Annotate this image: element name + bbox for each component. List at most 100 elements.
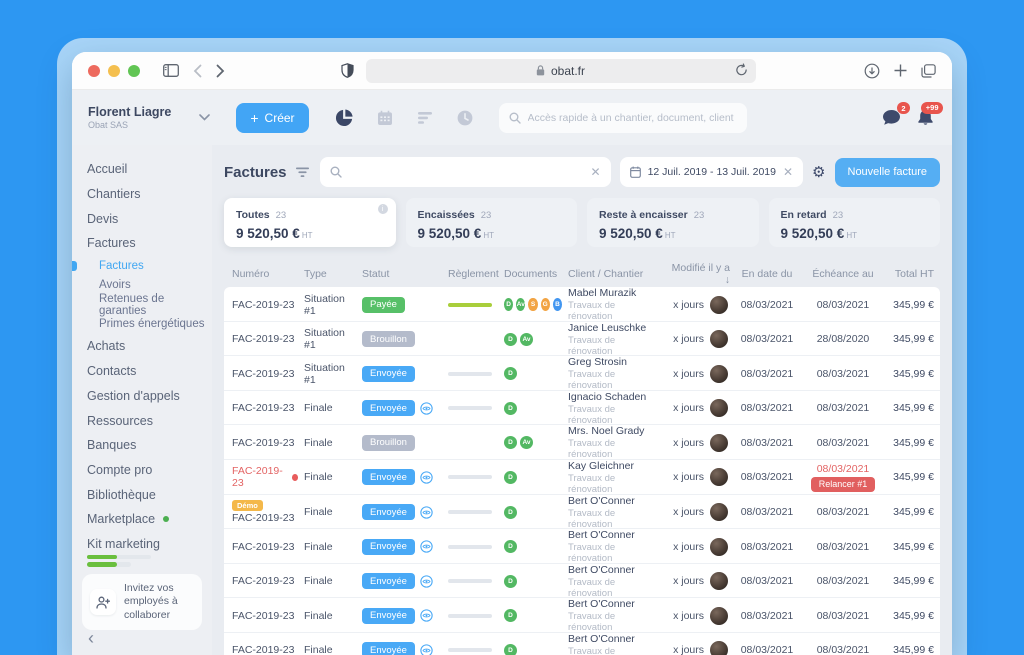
column-header-type[interactable]: Type (298, 268, 356, 280)
date-range-filter[interactable]: 12 Juil. 2019 - 13 Juil. 2019 ✕ (619, 157, 804, 187)
sidebar-item-achats[interactable]: Achats (72, 334, 212, 359)
sidebar-item-banques[interactable]: Banques (72, 433, 212, 458)
notifications-bell-icon[interactable]: +99 (917, 101, 943, 127)
new-invoice-button[interactable]: Nouvelle facture (834, 157, 940, 187)
document-icon-d[interactable]: D (504, 505, 517, 519)
modified-cell: x jours (658, 641, 730, 655)
activity-list-icon[interactable] (417, 111, 433, 125)
column-header-r-glement[interactable]: Règlement (442, 268, 499, 280)
refresh-icon[interactable] (735, 62, 748, 77)
status-badge: Envoyée (362, 504, 415, 521)
sidebar-item-devis[interactable]: Devis (72, 206, 212, 231)
table-row[interactable]: FAC-2019-23 Situation #1 Brouillon D Av Janic… (224, 321, 940, 357)
filter-icon[interactable] (295, 167, 309, 178)
summary-card-encaiss-es[interactable]: Encaissées 23 9 520,50 € HT (405, 198, 577, 247)
document-icon-d[interactable]: D (504, 540, 517, 554)
document-icon-d[interactable]: D (504, 367, 517, 381)
column-header-documents[interactable]: Documents (498, 268, 562, 280)
invoice-search-input[interactable] (348, 166, 584, 178)
document-icon-av[interactable]: Av (516, 298, 526, 311)
close-window-button[interactable] (88, 64, 100, 77)
column-header-modifi-il-y-a[interactable]: Modifié il y a ↓ (658, 262, 730, 286)
document-icon-d[interactable]: D (504, 643, 517, 655)
calendar-icon[interactable] (377, 110, 393, 126)
table-row[interactable]: FAC-2019-23 Finale Envoyée D Bert O'Conner Tr… (224, 563, 940, 599)
sidebar-item-marketplace[interactable]: Marketplace (72, 507, 212, 532)
document-icon-s[interactable]: S (528, 298, 538, 311)
clock-icon[interactable] (457, 110, 473, 126)
document-icon-d[interactable]: D (504, 436, 517, 450)
document-icon-d[interactable]: D (504, 298, 514, 311)
document-icon-d[interactable]: D (504, 470, 517, 484)
collapse-sidebar-icon[interactable]: ‹ (88, 628, 94, 648)
chevron-down-icon[interactable] (199, 114, 211, 121)
sidebar-item-primes-nerg-tiques[interactable]: Primes énergétiques (72, 315, 212, 335)
document-icon-d[interactable]: D (504, 401, 517, 415)
new-tab-icon[interactable] (894, 64, 907, 77)
account-switcher[interactable]: Florent Liagre Obat SAS (88, 105, 171, 130)
sidebar-item-retenues-de-garanties[interactable]: Retenues de garanties (72, 293, 212, 317)
sidebar-item-chantiers[interactable]: Chantiers (72, 182, 212, 207)
table-row[interactable]: FAC-2019-23 Finale Envoyée D Bert O'Conner Tr… (224, 598, 940, 633)
column-header-statut[interactable]: Statut (356, 268, 442, 280)
pie-chart-icon[interactable] (335, 108, 353, 127)
avatar (710, 503, 728, 522)
table-row[interactable]: FAC-2019-23 Situation #1 Envoyée D Greg Stro… (224, 356, 940, 391)
document-icon-b[interactable]: B (552, 298, 563, 311)
document-icon-d[interactable]: D (504, 332, 517, 346)
sidebar-item-gestion-d-appels[interactable]: Gestion d'appels (72, 384, 212, 409)
sidebar-item-avoirs[interactable]: Avoirs (72, 275, 212, 295)
payment-progress-bar (448, 544, 492, 549)
table-row[interactable]: FAC-2019-23 Situation #1 Payée D Av S G B Mabel … (224, 287, 940, 322)
clear-date-icon[interactable]: ✕ (782, 165, 794, 179)
document-icon-d[interactable]: D (504, 574, 517, 588)
global-search[interactable] (498, 102, 747, 133)
sidebar-item-biblioth-que[interactable]: Bibliothèque (72, 482, 212, 507)
column-header-client-chantier[interactable]: Client / Chantier (562, 268, 658, 280)
summary-card-en-retard[interactable]: En retard 23 9 520,50 € HT (768, 198, 940, 247)
documents-cell: D (498, 367, 562, 381)
info-icon[interactable]: i (377, 204, 388, 214)
column-header--ch-ance-au[interactable]: Échéance au (798, 268, 882, 280)
document-icon-av[interactable]: Av (520, 436, 533, 450)
sidebar-item-factures[interactable]: Factures (72, 256, 212, 276)
shield-icon[interactable] (340, 63, 354, 78)
table-row[interactable]: Démo FAC-2019-23 Finale Envoyée D Bert O'Conn… (224, 494, 940, 530)
sidebar-item-kit-marketing[interactable]: Kit marketing (72, 532, 212, 567)
create-button[interactable]: + Créer (236, 102, 309, 133)
column-header-en-date-du[interactable]: En date du (730, 268, 798, 280)
back-button[interactable] (193, 64, 202, 78)
summary-card-toutes[interactable]: Toutes 23 9 520,50 € HT i (224, 198, 396, 247)
relance-button[interactable]: Relancer #1 (810, 476, 876, 492)
url-bar[interactable]: obat.fr (365, 58, 756, 83)
sidebar-item-compte-pro[interactable]: Compte pro (72, 458, 212, 483)
column-header-total-ht[interactable]: Total HT (882, 268, 938, 280)
forward-button[interactable] (216, 64, 225, 78)
invite-employees-card[interactable]: Invitez vos employés à collaborer (82, 574, 202, 630)
document-icon-av[interactable]: Av (520, 332, 533, 346)
sidebar-item-contacts[interactable]: Contacts (72, 359, 212, 384)
messages-icon[interactable]: 2 (882, 102, 910, 126)
invoice-search[interactable]: ✕ (319, 157, 611, 187)
document-icon-g[interactable]: G (540, 298, 550, 311)
sidebar-item-factures[interactable]: Factures (72, 231, 212, 256)
sort-descending-icon[interactable]: ↓ (724, 273, 730, 286)
download-icon[interactable] (864, 63, 880, 79)
table-row[interactable]: FAC-2019-23 Finale Envoyée D Kay Gleichner Tr… (224, 459, 940, 495)
sidebar-item-ressources[interactable]: Ressources (72, 408, 212, 433)
table-row[interactable]: FAC-2019-23 Finale Envoyée D Ignacio Schaden… (224, 390, 940, 426)
sidebar-toggle-icon[interactable] (163, 64, 179, 77)
tabs-overview-icon[interactable] (921, 63, 936, 78)
global-search-input[interactable] (527, 111, 737, 124)
table-row[interactable]: FAC-2019-23 Finale Envoyée D Bert O'Conner Tr… (224, 632, 940, 655)
minimize-window-button[interactable] (108, 64, 120, 77)
table-row[interactable]: FAC-2019-23 Finale Envoyée D Bert O'Conner Tr… (224, 529, 940, 564)
zoom-window-button[interactable] (128, 64, 140, 77)
clear-search-icon[interactable]: ✕ (590, 165, 601, 179)
document-icon-d[interactable]: D (504, 609, 517, 623)
summary-card-reste-encaisser[interactable]: Reste à encaisser 23 9 520,50 € HT (587, 198, 759, 247)
sidebar-item-accueil[interactable]: Accueil (72, 157, 212, 182)
table-row[interactable]: FAC-2019-23 Finale Brouillon D Av Mrs. Noel G… (224, 425, 940, 460)
gear-icon[interactable]: ⚙ (812, 164, 826, 181)
column-header-num-ro[interactable]: Numéro (226, 268, 298, 280)
